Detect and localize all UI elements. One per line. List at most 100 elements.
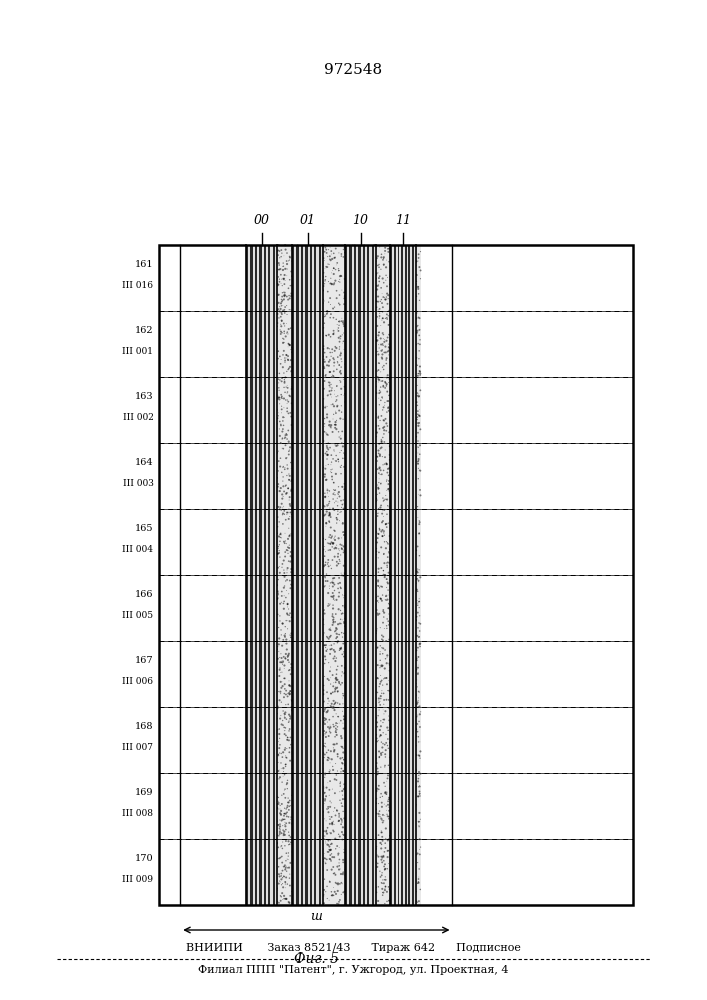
Point: [371, 847, 382, 863]
Point: [398, 706, 409, 722]
Point: [411, 267, 423, 283]
Point: [313, 507, 325, 523]
Point: [305, 832, 316, 848]
Point: [409, 791, 420, 807]
Point: [406, 850, 417, 866]
Point: [261, 700, 272, 716]
Point: [350, 574, 361, 590]
Point: [274, 613, 286, 629]
Point: [330, 724, 341, 740]
Point: [316, 666, 327, 682]
Point: [349, 470, 361, 486]
Point: [347, 435, 358, 451]
Point: [399, 413, 411, 429]
Point: [272, 262, 284, 278]
Point: [342, 572, 354, 588]
Point: [331, 736, 342, 752]
Point: [329, 867, 341, 883]
Point: [293, 885, 305, 901]
Point: [375, 539, 387, 555]
Point: [278, 271, 289, 287]
Point: [291, 473, 302, 489]
Point: [366, 875, 378, 891]
Point: [356, 893, 368, 909]
Point: [372, 461, 383, 477]
Point: [325, 239, 336, 255]
Point: [283, 837, 294, 853]
Point: [381, 670, 392, 686]
Point: [289, 575, 300, 591]
Point: [292, 530, 303, 546]
Point: [384, 657, 395, 673]
Point: [260, 256, 271, 272]
Point: [396, 415, 407, 431]
Point: [328, 260, 339, 276]
Point: [247, 398, 258, 414]
Point: [364, 836, 375, 852]
Point: [347, 877, 358, 893]
Point: [404, 414, 415, 430]
Point: [277, 347, 288, 363]
Point: [383, 606, 395, 622]
Point: [287, 295, 298, 311]
Point: [376, 295, 387, 311]
Point: [379, 872, 390, 888]
Point: [339, 290, 351, 306]
Point: [381, 555, 392, 571]
Point: [382, 720, 393, 736]
Point: [356, 450, 368, 466]
Point: [354, 408, 365, 424]
Point: [348, 290, 359, 306]
Point: [325, 836, 337, 852]
Point: [332, 626, 344, 642]
Point: [312, 247, 323, 263]
Point: [258, 489, 269, 505]
Point: [328, 260, 339, 276]
Point: [368, 337, 379, 353]
Point: [288, 796, 300, 812]
Point: [329, 343, 340, 359]
Point: [255, 344, 267, 360]
Point: [264, 625, 276, 641]
Point: [286, 506, 297, 522]
Point: [392, 525, 404, 541]
Point: [282, 292, 293, 308]
Point: [395, 852, 407, 868]
Point: [397, 589, 409, 605]
Point: [351, 460, 363, 476]
Point: [267, 342, 279, 358]
Point: [354, 863, 366, 879]
Point: [359, 324, 370, 340]
Point: [293, 550, 304, 566]
Point: [261, 507, 272, 523]
Point: [341, 541, 352, 557]
Point: [353, 766, 364, 782]
Point: [250, 549, 262, 565]
Point: [324, 764, 335, 780]
Point: [331, 876, 342, 892]
Point: [273, 796, 284, 812]
Point: [387, 598, 399, 614]
Point: [293, 239, 304, 255]
Point: [291, 694, 303, 710]
Point: [264, 775, 276, 791]
Point: [387, 870, 398, 886]
Point: [320, 652, 332, 668]
Point: [390, 382, 401, 398]
Point: [327, 368, 339, 384]
Point: [284, 677, 295, 693]
Point: [384, 683, 395, 699]
Point: [310, 553, 322, 569]
Point: [357, 634, 368, 650]
Point: [300, 252, 311, 268]
Point: [350, 394, 361, 410]
Point: [333, 261, 344, 277]
Point: [274, 528, 285, 544]
Point: [354, 676, 366, 692]
Point: [370, 825, 381, 841]
Point: [337, 479, 348, 495]
Point: [392, 421, 404, 437]
Point: [337, 755, 348, 771]
Point: [260, 473, 271, 489]
Point: [409, 799, 421, 815]
